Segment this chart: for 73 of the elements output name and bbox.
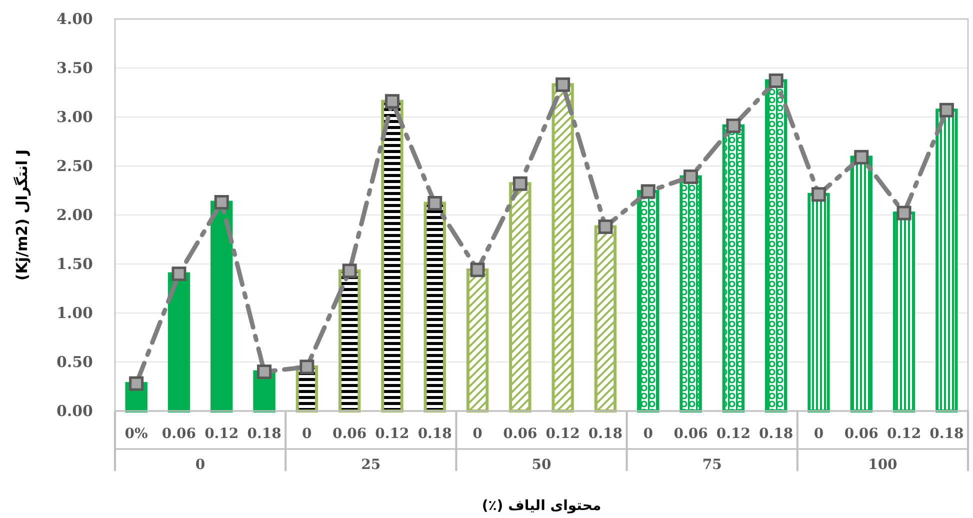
x-tick-label: 0	[643, 426, 654, 442]
text: 0	[195, 457, 206, 473]
point	[640, 184, 656, 199]
text: 75	[702, 457, 722, 473]
x-tick-label: 0.12	[204, 426, 239, 442]
point	[726, 118, 741, 134]
y-tick-label: 4.00	[56, 10, 93, 28]
point	[854, 150, 869, 164]
y-tick-label: 1.50	[56, 255, 93, 273]
bar	[210, 200, 233, 412]
x-tick-label: 0.12	[546, 426, 580, 442]
point	[470, 262, 485, 278]
point	[684, 170, 698, 184]
y-tick-label: 0.50	[56, 353, 93, 371]
x-tick-label: 0.06	[674, 426, 708, 442]
x-tick-label: 0	[302, 426, 312, 442]
x-tick-label: 0.06	[332, 426, 367, 442]
point	[257, 364, 272, 380]
bar	[466, 268, 489, 412]
bar	[892, 212, 916, 412]
point	[300, 360, 314, 374]
point	[172, 266, 186, 282]
x-axis-title: محتوای الیاف (٪)	[482, 498, 602, 514]
x-tick-label: 0.06	[162, 426, 196, 442]
point	[556, 77, 570, 92]
x-tick-label: 0%	[124, 426, 148, 442]
bar	[808, 192, 830, 412]
bar	[764, 79, 788, 412]
bar	[637, 190, 660, 412]
point	[939, 102, 954, 118]
y-axis-title: (Kj/m2) انتگرال J	[13, 149, 31, 281]
y-tick-label: 2.50	[56, 157, 93, 175]
text: 25	[361, 457, 381, 473]
point	[512, 176, 528, 191]
bar	[680, 175, 702, 412]
bar	[594, 225, 617, 412]
x-tick-label: 0.12	[716, 426, 750, 442]
x-tick-label: 0.18	[247, 426, 282, 442]
point	[811, 187, 826, 202]
point	[598, 220, 613, 234]
bar	[936, 108, 958, 412]
point	[896, 206, 912, 220]
x-tick-label: 0.12	[886, 426, 922, 442]
bar	[424, 202, 446, 412]
x-tick-label: 0.06	[503, 426, 538, 442]
text: 100	[868, 457, 898, 473]
x-tick-label: 0.06	[844, 426, 878, 442]
point	[129, 376, 144, 391]
x-tick-label: 0	[814, 426, 824, 442]
bar	[722, 124, 745, 412]
bar	[338, 269, 361, 412]
y-tick-label: 1.00	[56, 304, 93, 322]
y-tick-label: 3.00	[56, 108, 93, 126]
x-tick-label: 0.12	[375, 426, 410, 442]
y-tick-label: 3.50	[56, 59, 93, 77]
point	[384, 94, 400, 109]
y-tick-label: 2.00	[56, 206, 93, 224]
x-tick-label: 0	[472, 426, 483, 442]
y-tick-label: 0.00	[56, 402, 93, 420]
x-tick-label: 0.18	[759, 426, 794, 442]
point	[428, 196, 442, 210]
point	[768, 73, 784, 88]
bar	[168, 272, 190, 412]
bar	[850, 156, 872, 412]
bar	[381, 100, 404, 412]
x-tick-label: 0.18	[418, 426, 452, 442]
text: 50	[532, 457, 552, 473]
bar	[509, 182, 532, 412]
x-tick-label: 0.18	[588, 426, 623, 442]
point	[342, 264, 357, 278]
bar	[552, 83, 574, 412]
point	[214, 195, 229, 210]
x-tick-label: 0.18	[930, 426, 964, 442]
